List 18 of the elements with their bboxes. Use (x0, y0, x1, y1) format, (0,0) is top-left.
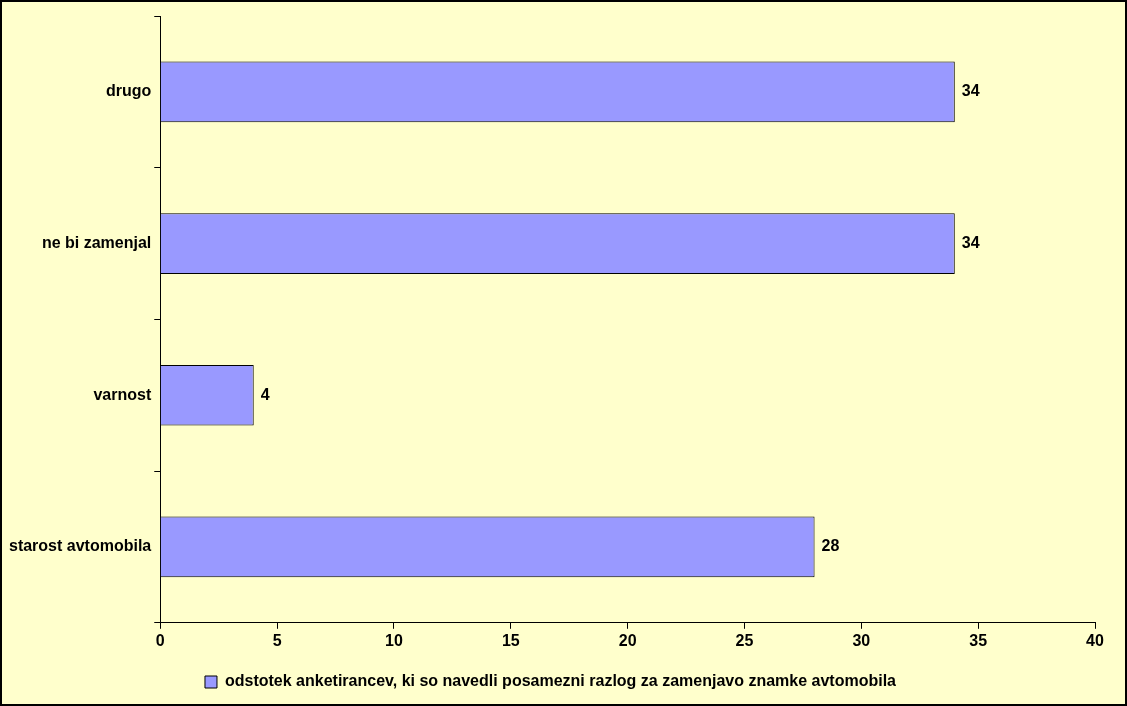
legend-label: odstotek anketirancev, ki so navedli posamezni razlog za zamenjavo znamke avtomobila (224, 672, 897, 690)
x-tick-label: 40 (1086, 631, 1104, 649)
x-tick-label: 20 (618, 631, 637, 649)
x-tick-label: 5 (272, 631, 282, 649)
y-tick-label: varnost (93, 385, 152, 403)
y-tick-label: ne bi zamenjal (41, 233, 152, 251)
x-tick-label: 0 (155, 631, 165, 649)
y-tick-label: starost avtomobila (8, 537, 152, 555)
data-label: 34 (961, 82, 980, 100)
x-tick-label: 10 (385, 631, 403, 649)
x-tick-label: 15 (501, 631, 520, 649)
y-tick-label: drugo (105, 82, 152, 100)
data-label: 28 (821, 537, 840, 555)
x-tick-label: 25 (735, 631, 754, 649)
x-tick-label: 30 (852, 631, 871, 649)
x-tick-label: 35 (969, 631, 988, 649)
data-label: 34 (961, 233, 980, 251)
data-label: 4 (260, 385, 270, 403)
